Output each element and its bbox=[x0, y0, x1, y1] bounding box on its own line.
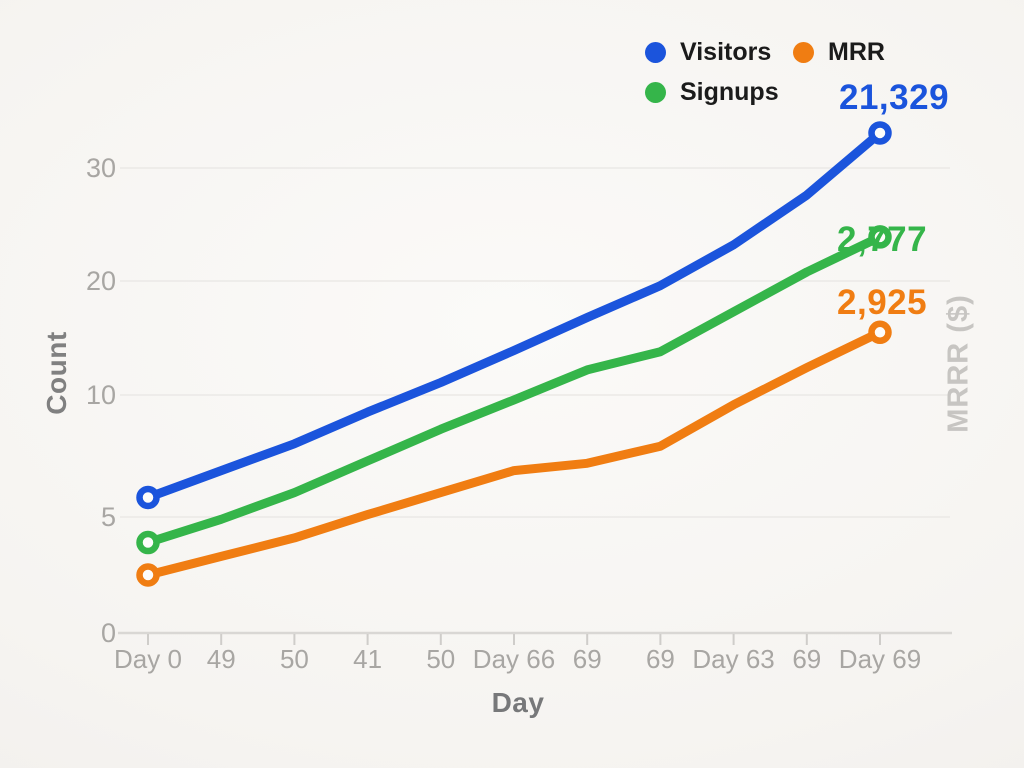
y-axis-title-count: Count bbox=[41, 331, 72, 415]
value-label-mrr: 2,925 bbox=[837, 283, 928, 322]
x-tick-label: Day 66 bbox=[473, 644, 555, 674]
series-endpoint-marker bbox=[136, 563, 160, 587]
x-tick-label: Day 0 bbox=[114, 644, 182, 674]
signups-dot-icon bbox=[645, 82, 666, 103]
x-tick-label: 49 bbox=[207, 644, 236, 674]
series-endpoint-marker bbox=[868, 121, 892, 145]
y-tick-label: 0 bbox=[101, 618, 116, 648]
x-tick-label: 69 bbox=[646, 644, 675, 674]
x-axis-title-day: Day bbox=[491, 687, 545, 718]
x-tick-label: Day 63 bbox=[692, 644, 774, 674]
series-line-signups bbox=[143, 232, 885, 547]
y-axis-title-mrr: MRRR ($) bbox=[942, 294, 975, 433]
value-label-signups: 2,777 bbox=[837, 220, 928, 259]
value-label-visitors: 21,329 bbox=[839, 78, 950, 117]
y-tick-label: 10 bbox=[86, 380, 116, 410]
y-tick-label: 20 bbox=[86, 266, 116, 296]
x-tick-label: 69 bbox=[573, 644, 602, 674]
legend-label-visitors: Visitors bbox=[680, 38, 772, 66]
legend-label-mrr: MRR bbox=[828, 38, 885, 66]
series-endpoint-marker bbox=[136, 530, 160, 555]
x-tick-label: 50 bbox=[280, 644, 309, 674]
legend-item-visitors[interactable]: Visitors bbox=[645, 40, 793, 65]
legend-label-signups: Signups bbox=[680, 78, 779, 106]
series-endpoint-marker bbox=[136, 485, 160, 510]
x-tick-label: 41 bbox=[353, 644, 382, 674]
series-line-mrr bbox=[143, 327, 885, 580]
legend-item-signups[interactable]: Signups bbox=[645, 80, 793, 105]
series-endpoint-marker bbox=[868, 320, 892, 345]
legend: Visitors MRR Signups bbox=[645, 40, 885, 105]
x-tick-label: 69 bbox=[792, 644, 821, 674]
visitors-dot-icon bbox=[645, 42, 666, 63]
series-line-visitors bbox=[143, 128, 885, 502]
x-tick-label: Day 69 bbox=[839, 644, 921, 674]
mrr-dot-icon bbox=[793, 42, 814, 63]
x-tick-label: 50 bbox=[426, 644, 455, 674]
legend-item-mrr[interactable]: MRR bbox=[793, 40, 885, 65]
series-endpoint-marker bbox=[868, 225, 892, 249]
y-tick-label: 5 bbox=[101, 502, 116, 532]
y-tick-label: 30 bbox=[86, 153, 116, 183]
